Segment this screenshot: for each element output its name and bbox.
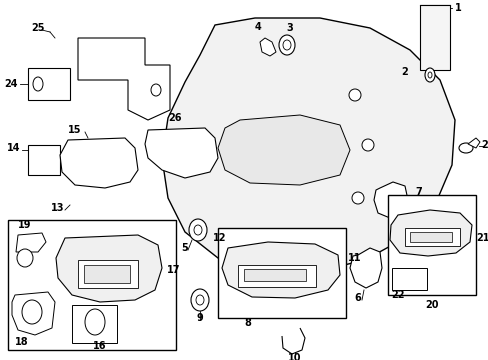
Ellipse shape [348,89,360,101]
Polygon shape [56,235,162,302]
Polygon shape [162,18,454,272]
Text: 11: 11 [347,253,361,263]
Ellipse shape [361,139,373,151]
Text: 2: 2 [401,67,407,77]
Bar [84,265,130,283]
Text: 18: 18 [15,337,29,347]
Bar [238,265,315,287]
Text: 1: 1 [454,3,461,13]
Ellipse shape [194,225,202,235]
Polygon shape [282,328,305,354]
Bar [78,260,138,288]
Polygon shape [260,38,275,56]
Polygon shape [16,233,46,252]
Bar [28,68,70,100]
Text: 13: 13 [51,203,64,213]
Polygon shape [373,182,407,218]
Ellipse shape [191,289,208,311]
Ellipse shape [458,143,472,153]
Polygon shape [145,128,218,178]
Ellipse shape [151,84,161,96]
Ellipse shape [17,249,33,267]
Bar [419,5,449,70]
Bar [8,220,176,350]
Polygon shape [389,210,471,256]
Text: 19: 19 [18,220,32,230]
Polygon shape [12,292,55,335]
Text: 23: 23 [480,140,488,150]
Ellipse shape [424,68,434,82]
Text: 15: 15 [68,125,81,135]
Bar [218,228,346,318]
Text: 9: 9 [196,313,203,323]
Text: 3: 3 [286,23,293,33]
Ellipse shape [351,192,363,204]
Text: 7: 7 [414,187,421,197]
Polygon shape [222,242,339,298]
Polygon shape [60,138,138,188]
Ellipse shape [33,77,43,91]
Ellipse shape [189,219,206,241]
Ellipse shape [22,300,42,324]
Polygon shape [467,138,479,148]
Text: 26: 26 [168,113,182,123]
Text: 22: 22 [390,290,404,300]
Text: 17: 17 [167,265,180,275]
Text: 16: 16 [93,341,106,351]
Text: 10: 10 [287,353,301,360]
Bar [409,232,451,242]
Ellipse shape [427,72,431,78]
Ellipse shape [85,309,105,335]
Ellipse shape [279,35,294,55]
Text: 4: 4 [254,22,261,32]
Polygon shape [218,115,349,185]
Bar [387,195,475,295]
Bar [404,228,459,246]
Text: 12: 12 [212,233,225,243]
Polygon shape [349,248,381,288]
Text: 20: 20 [425,300,438,310]
Text: 25: 25 [31,23,45,33]
Bar [72,305,117,343]
Text: 24: 24 [4,79,18,89]
Ellipse shape [283,40,290,50]
Polygon shape [78,38,170,120]
Bar [28,145,60,175]
Bar [391,268,426,290]
Bar [244,269,305,281]
Text: 5: 5 [181,243,188,253]
Text: 8: 8 [244,318,251,328]
Text: 21: 21 [475,233,488,243]
Text: 6: 6 [354,293,361,303]
Text: 14: 14 [6,143,20,153]
Ellipse shape [196,295,203,305]
